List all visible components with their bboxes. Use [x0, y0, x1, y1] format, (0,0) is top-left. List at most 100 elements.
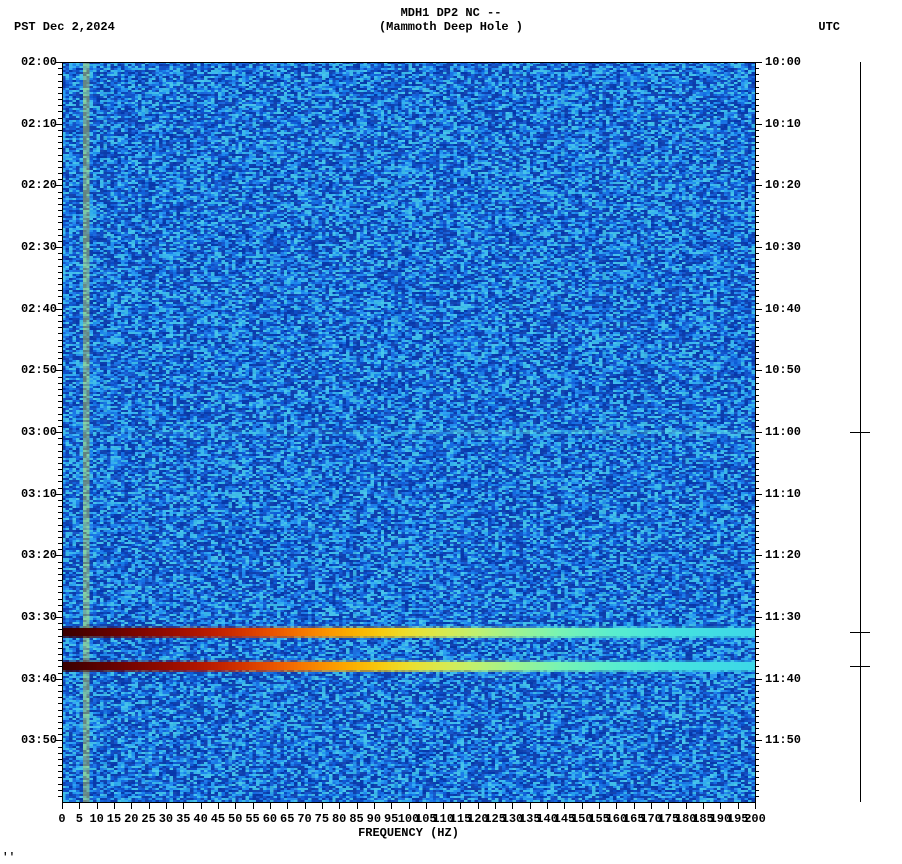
ytick-mark — [55, 247, 62, 248]
ytick-minor — [755, 155, 759, 156]
ytick-mark — [755, 370, 762, 371]
ytick-minor — [755, 87, 759, 88]
xtick-mark — [287, 802, 288, 809]
xtick-mark — [253, 802, 254, 809]
ytick-minor — [755, 241, 759, 242]
ytick-minor — [755, 278, 759, 279]
ytick-minor — [58, 253, 62, 254]
ytick-minor — [58, 401, 62, 402]
ytick-minor — [755, 765, 759, 766]
ytick-minor — [58, 784, 62, 785]
ytick-minor — [755, 93, 759, 94]
xtick-mark — [62, 802, 63, 809]
ytick-minor — [58, 673, 62, 674]
ytick-minor — [58, 167, 62, 168]
ytick-minor — [755, 74, 759, 75]
ytick-minor — [58, 759, 62, 760]
ytick-minor — [755, 747, 759, 748]
ytick-minor — [755, 266, 759, 267]
xtick-label: 60 — [263, 812, 277, 826]
xtick-mark — [599, 802, 600, 809]
ytick-minor — [58, 241, 62, 242]
ytick-minor — [58, 420, 62, 421]
xtick-label: 30 — [159, 812, 173, 826]
ytick-minor — [755, 790, 759, 791]
ytick-minor — [755, 130, 759, 131]
ytick-minor — [755, 426, 759, 427]
xtick-label: 10 — [89, 812, 103, 826]
xtick-mark — [305, 802, 306, 809]
ytick-minor — [755, 358, 759, 359]
ytick-minor — [58, 586, 62, 587]
ytick-right-label: 10:20 — [765, 179, 801, 191]
ytick-minor — [755, 118, 759, 119]
ytick-minor — [58, 216, 62, 217]
xtick-mark — [460, 802, 461, 809]
ytick-minor — [755, 562, 759, 563]
xtick-label: 75 — [315, 812, 329, 826]
ytick-left-label: 02:40 — [21, 303, 57, 315]
ytick-mark — [55, 62, 62, 63]
ytick-minor — [58, 691, 62, 692]
ytick-minor — [755, 383, 759, 384]
ytick-minor — [58, 161, 62, 162]
xtick-label: 80 — [332, 812, 346, 826]
ytick-minor — [755, 451, 759, 452]
ytick-minor — [58, 155, 62, 156]
side-event-tick — [850, 632, 870, 633]
ytick-minor — [58, 192, 62, 193]
ytick-minor — [58, 315, 62, 316]
ytick-minor — [58, 512, 62, 513]
ytick-minor — [755, 531, 759, 532]
ytick-minor — [755, 549, 759, 550]
ytick-minor — [58, 346, 62, 347]
xtick-label: 15 — [107, 812, 121, 826]
ytick-mark — [55, 494, 62, 495]
ytick-mark — [55, 679, 62, 680]
ytick-minor — [58, 284, 62, 285]
ytick-minor — [58, 580, 62, 581]
xtick-mark — [374, 802, 375, 809]
ytick-minor — [58, 235, 62, 236]
x-axis: FREQUENCY (HZ) 0510152025303540455055606… — [62, 802, 755, 842]
ytick-left-label: 02:20 — [21, 179, 57, 191]
ytick-minor — [58, 703, 62, 704]
ytick-minor — [58, 790, 62, 791]
ytick-minor — [58, 796, 62, 797]
ytick-minor — [755, 198, 759, 199]
ytick-minor — [755, 81, 759, 82]
xtick-label: 85 — [349, 812, 363, 826]
title-line-1: MDH1 DP2 NC -- — [0, 6, 902, 20]
spectrogram-canvas — [62, 62, 755, 802]
ytick-minor — [755, 623, 759, 624]
ytick-minor — [755, 728, 759, 729]
ytick-left-label: 03:00 — [21, 426, 57, 438]
ytick-minor — [58, 648, 62, 649]
xtick-label: 95 — [384, 812, 398, 826]
ytick-minor — [58, 278, 62, 279]
ytick-minor — [755, 796, 759, 797]
ytick-minor — [755, 771, 759, 772]
xtick-label: 5 — [76, 812, 83, 826]
ytick-minor — [58, 753, 62, 754]
xtick-label: 25 — [141, 812, 155, 826]
xtick-label: 200 — [744, 812, 766, 826]
ytick-minor — [58, 333, 62, 334]
plot-border-top — [62, 62, 755, 63]
xtick-mark — [270, 802, 271, 809]
ytick-mark — [55, 617, 62, 618]
ytick-minor — [58, 352, 62, 353]
xtick-label: 90 — [367, 812, 381, 826]
ytick-minor — [755, 654, 759, 655]
ytick-minor — [755, 488, 759, 489]
ytick-minor — [58, 173, 62, 174]
xtick-mark — [530, 802, 531, 809]
ytick-right-label: 11:40 — [765, 673, 801, 685]
ytick-minor — [755, 512, 759, 513]
ytick-mark — [755, 494, 762, 495]
ytick-minor — [755, 407, 759, 408]
ytick-minor — [755, 204, 759, 205]
ytick-minor — [755, 586, 759, 587]
ytick-mark — [755, 432, 762, 433]
ytick-minor — [755, 580, 759, 581]
